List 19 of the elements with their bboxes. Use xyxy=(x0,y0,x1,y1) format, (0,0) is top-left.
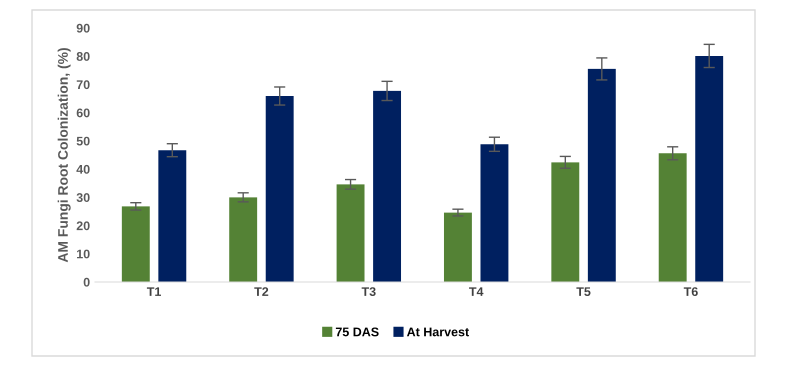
x-tick-label: T3 xyxy=(362,287,376,296)
x-tick-label: T4 xyxy=(469,287,484,296)
y-tick-label: 40 xyxy=(76,164,90,174)
y-tick-label: 50 xyxy=(76,136,90,146)
y-tick-label: 80 xyxy=(76,52,90,61)
x-tick-label: T6 xyxy=(684,287,698,296)
y-tick-label: 10 xyxy=(77,250,90,258)
y-tick-label: 70 xyxy=(76,80,90,90)
y-tick-label: 20 xyxy=(76,221,90,230)
x-tick-label: T2 xyxy=(254,287,268,296)
y-axis-title: AM Fungi Root Colonization, (%) xyxy=(58,48,71,262)
y-tick-label: 30 xyxy=(76,193,90,202)
y-tick-label: 0 xyxy=(84,278,90,287)
y-tick-label: 60 xyxy=(76,108,90,118)
x-tick-label: T5 xyxy=(576,287,591,296)
legend-label: At Harvest xyxy=(406,328,469,336)
legend-label: 75 DAS xyxy=(336,328,379,336)
x-tick-label: T1 xyxy=(146,287,162,296)
y-tick-label: 90 xyxy=(76,24,90,33)
